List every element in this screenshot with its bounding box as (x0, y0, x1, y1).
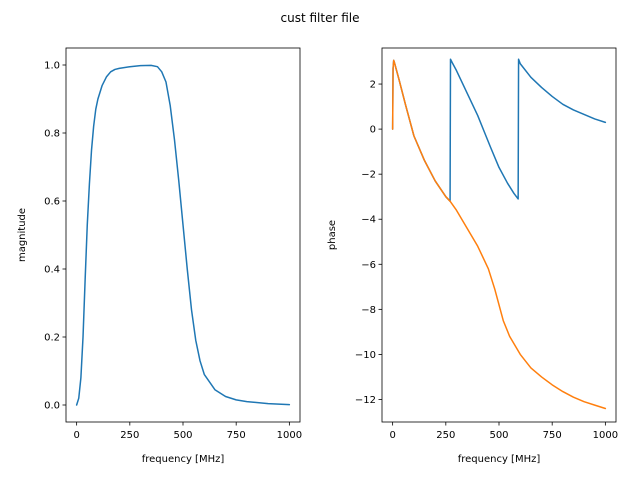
figure-title: cust filter file (281, 11, 360, 25)
phase-y-tick-label: 0 (370, 125, 376, 136)
magnitude-y-axis-label: magnitude (17, 208, 28, 262)
phase-y-tick-label: −12 (355, 395, 376, 406)
magnitude-y-tick-label: 1.0 (44, 61, 60, 72)
magnitude-series-0 (75, 64, 291, 406)
phase-x-axis-label: frequency [MHz] (458, 454, 541, 465)
phase-y-tick-label: −4 (361, 215, 376, 226)
phase-y-tick-label: 2 (370, 80, 376, 91)
magnitude-panel: frequency [MHz] magnitude 0 250 500 750 1000… (17, 47, 302, 465)
phase-series-0 (391, 58, 607, 202)
phase-series-1 (391, 59, 607, 410)
phase-panel: frequency [MHz] phase 0 250 500 750 1000 2 0 −2… (327, 47, 618, 465)
magnitude-x-tick-label: 250 (120, 430, 139, 441)
magnitude-y-tick-label: 0.2 (44, 333, 60, 344)
phase-x-tick-label: 500 (489, 430, 508, 441)
phase-y-tick-label: −10 (355, 350, 376, 361)
magnitude-x-axis-label: frequency [MHz] (142, 454, 225, 465)
magnitude-y-tick-label: 0.8 (44, 129, 60, 140)
magnitude-x-tick-label: 0 (73, 430, 79, 441)
phase-x-tick-label: 0 (389, 430, 395, 441)
phase-y-tick-label: −6 (361, 260, 376, 271)
magnitude-y-tick-label: 0.0 (44, 401, 60, 412)
phase-x-tick-label: 1000 (593, 430, 618, 441)
phase-x-tick-label: 250 (436, 430, 455, 441)
phase-y-axis-label: phase (327, 220, 338, 250)
phase-y-tick-label: −2 (361, 170, 376, 181)
magnitude-axes-frame (65, 47, 301, 423)
phase-axes-frame (381, 47, 617, 423)
magnitude-y-tick-label: 0.4 (44, 265, 60, 276)
magnitude-x-tick-label: 750 (227, 430, 246, 441)
magnitude-x-tick-label: 500 (173, 430, 192, 441)
phase-y-tick-label: −8 (361, 305, 376, 316)
magnitude-x-tick-label: 1000 (277, 430, 302, 441)
phase-x-tick-label: 750 (543, 430, 562, 441)
magnitude-y-tick-label: 0.6 (44, 197, 60, 208)
